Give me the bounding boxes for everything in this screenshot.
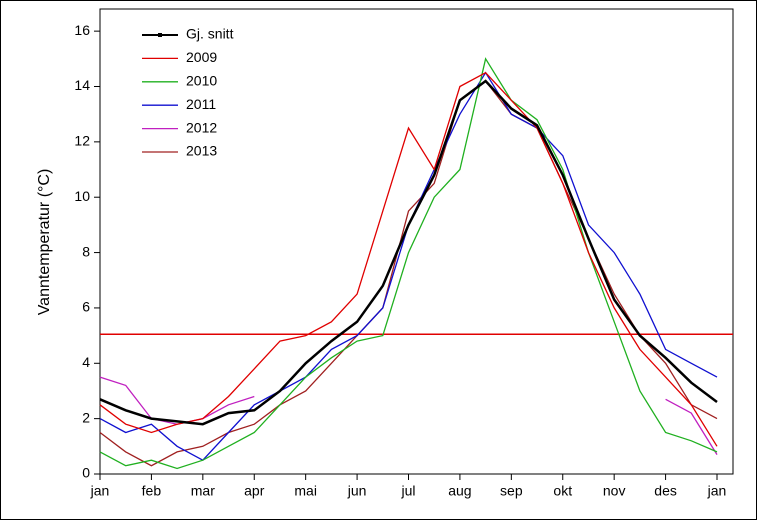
legend-label: 2009 xyxy=(186,49,217,65)
x-tick-label: aug xyxy=(448,483,471,499)
legend-label: Gj. snitt xyxy=(186,26,234,42)
legend-label: 2011 xyxy=(186,96,216,112)
y-axis-label: Vanntemperatur (°C) xyxy=(36,169,53,316)
legend-label: 2012 xyxy=(186,119,217,135)
x-tick-label: feb xyxy=(142,483,162,499)
y-tick-label: 12 xyxy=(74,133,90,149)
plot-frame xyxy=(99,8,734,475)
x-tick-label: jan xyxy=(90,483,110,499)
x-tick-label: mai xyxy=(294,483,317,499)
series-line xyxy=(99,80,718,467)
y-tick-label: 16 xyxy=(74,22,90,38)
x-tick-label: nov xyxy=(603,483,626,499)
series-line xyxy=(99,79,718,426)
legend-label: 2010 xyxy=(186,73,217,89)
y-tick-label: 0 xyxy=(82,465,90,481)
x-tick-label: jun xyxy=(347,483,367,499)
x-tick-label: mar xyxy=(191,483,215,499)
x-tick-label: apr xyxy=(244,483,265,499)
x-tick-label: jan xyxy=(707,483,727,499)
x-tick-label: des xyxy=(654,483,677,499)
series-line xyxy=(99,71,718,447)
y-tick-label: 6 xyxy=(82,299,90,315)
x-tick-label: jul xyxy=(400,483,415,499)
y-tick-label: 10 xyxy=(74,188,90,204)
y-tick-label: 14 xyxy=(74,77,90,93)
y-tick-label: 2 xyxy=(82,409,90,425)
y-tick-label: 4 xyxy=(82,354,90,370)
series-line xyxy=(99,57,718,470)
x-tick-label: sep xyxy=(500,483,523,499)
legend-label: 2013 xyxy=(186,143,217,159)
legend-marker xyxy=(158,33,162,37)
x-tick-label: okt xyxy=(553,483,572,499)
y-tick-label: 8 xyxy=(82,243,90,259)
